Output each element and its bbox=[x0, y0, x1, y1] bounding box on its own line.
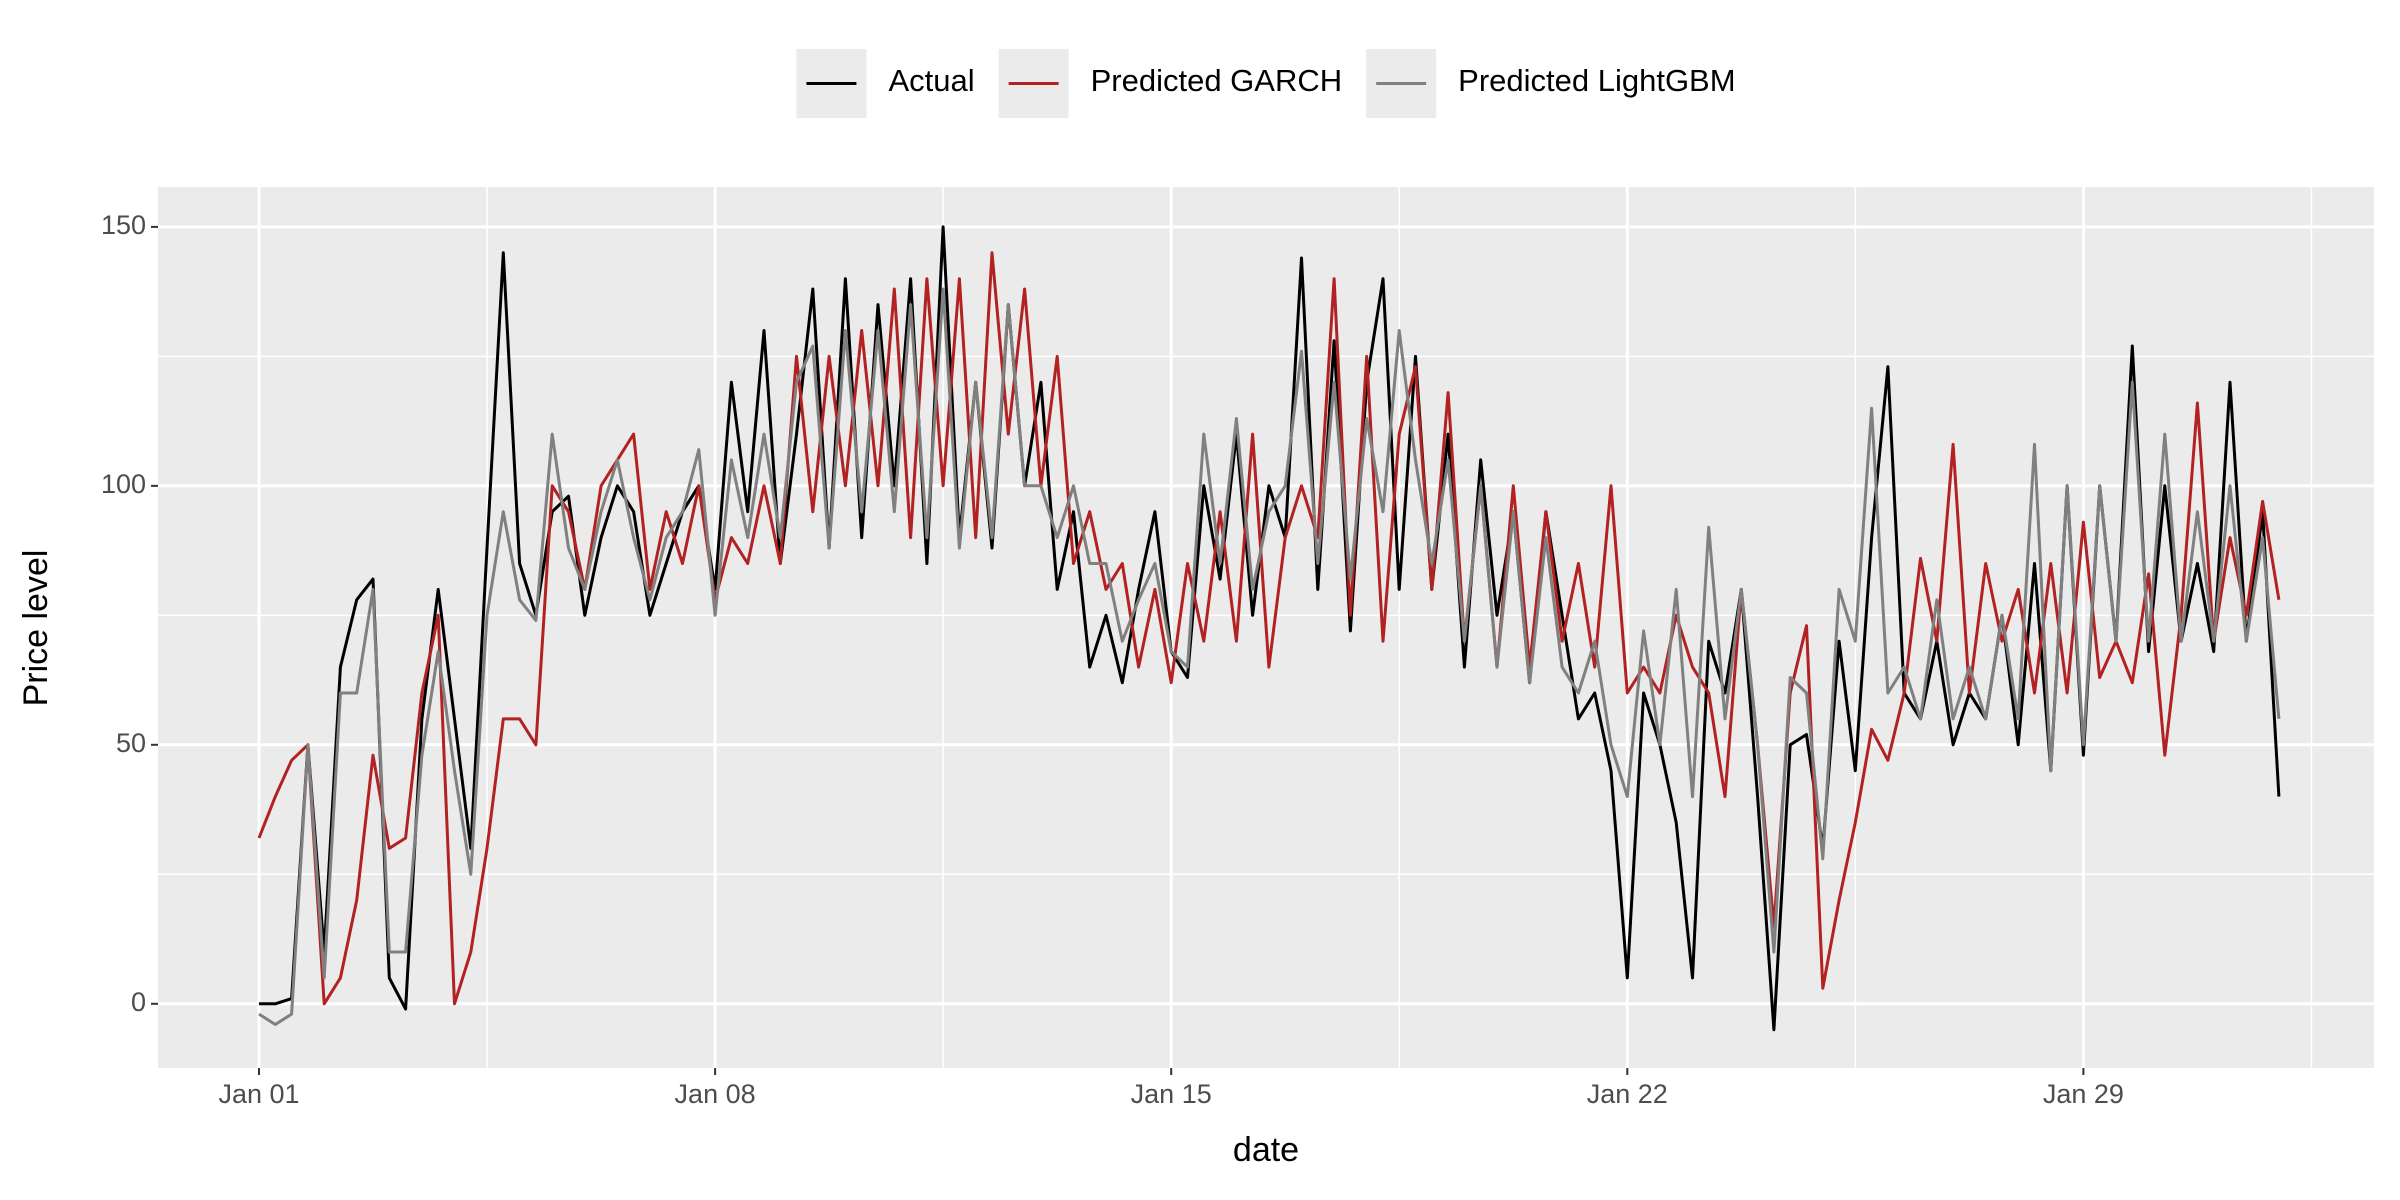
series-line bbox=[257, 251, 2281, 1006]
x-tick-label: Jan 22 bbox=[1587, 1079, 1668, 1109]
x-tick-label: Jan 15 bbox=[1131, 1079, 1212, 1109]
y-tick-label: 100 bbox=[101, 469, 146, 499]
y-tick-label: 150 bbox=[101, 210, 146, 240]
y-axis-title: Price level bbox=[17, 550, 55, 707]
legend-label: Predicted GARCH bbox=[1091, 63, 1343, 98]
series-line bbox=[258, 287, 2281, 1026]
x-tick-label: Jan 29 bbox=[2043, 1079, 2124, 1109]
series-line bbox=[259, 225, 2281, 1032]
x-axis-title: date bbox=[1233, 1131, 1299, 1169]
x-tick-label: Jan 08 bbox=[675, 1079, 756, 1109]
legend-label: Predicted LightGBM bbox=[1458, 63, 1735, 98]
x-tick-label: Jan 01 bbox=[218, 1079, 299, 1109]
y-tick-label: 0 bbox=[131, 987, 146, 1017]
legend-label: Actual bbox=[888, 63, 974, 98]
y-tick-label: 50 bbox=[116, 728, 146, 758]
